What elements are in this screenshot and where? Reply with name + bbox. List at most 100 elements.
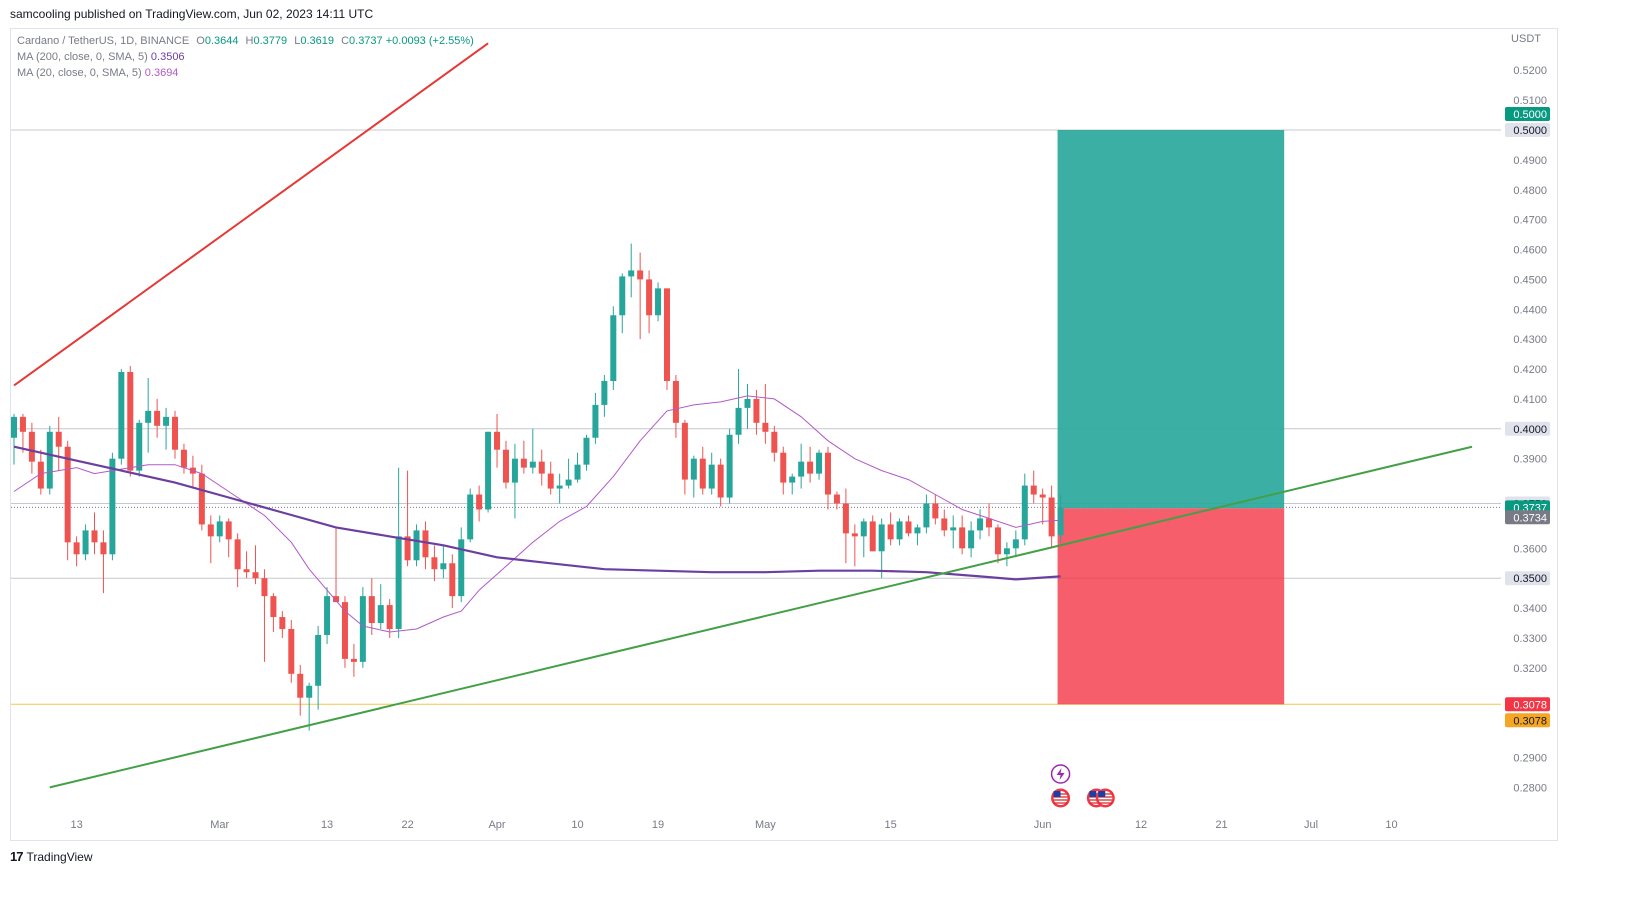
candle-body[interactable] [37, 461, 44, 489]
candle-body[interactable] [1057, 507, 1064, 536]
candle-body[interactable] [592, 404, 599, 438]
candle-body[interactable] [538, 461, 545, 474]
candle-body[interactable] [46, 431, 53, 489]
candle-body[interactable] [646, 279, 653, 316]
candle-body[interactable] [690, 458, 697, 480]
candle-body[interactable] [628, 270, 635, 277]
candle-body[interactable] [297, 673, 304, 698]
ma20-line[interactable] [13, 395, 1061, 633]
chart-frame[interactable] [10, 28, 1558, 841]
candle-body[interactable] [458, 539, 465, 597]
candle-body[interactable] [377, 605, 384, 624]
candle-body[interactable] [502, 449, 509, 483]
candle-body[interactable] [610, 315, 617, 381]
candle-body[interactable] [252, 572, 259, 579]
candle-body[interactable] [753, 398, 760, 423]
candle-body[interactable] [449, 563, 456, 597]
position-stop-zone[interactable] [1057, 508, 1285, 705]
tradingview-logo[interactable]: 17 TradingView [10, 849, 93, 864]
candle-body[interactable] [699, 458, 706, 489]
candle-body[interactable] [100, 542, 107, 555]
candle-body[interactable] [726, 434, 733, 498]
candle-body[interactable] [288, 628, 295, 674]
candle-body[interactable] [798, 461, 805, 477]
candle-body[interactable] [404, 536, 411, 561]
candle-body[interactable] [467, 494, 474, 540]
candle-body[interactable] [440, 563, 447, 570]
candle-body[interactable] [896, 521, 903, 540]
candle-body[interactable] [655, 288, 662, 316]
candle-body[interactable] [341, 602, 348, 659]
candle-body[interactable] [485, 431, 492, 510]
candle-body[interactable] [851, 533, 858, 537]
candle-body[interactable] [180, 449, 187, 468]
candle-body[interactable] [1048, 497, 1055, 537]
candle-body[interactable] [932, 503, 939, 519]
candle-body[interactable] [520, 458, 527, 468]
candle-body[interactable] [1030, 485, 1037, 495]
candle-body[interactable] [547, 473, 554, 489]
candle-body[interactable] [807, 461, 814, 474]
ma200-legend-row[interactable]: MA (200, close, 0, SMA, 5) 0.3506 [17, 49, 474, 65]
candle-body[interactable] [279, 617, 286, 629]
candle-body[interactable] [833, 494, 840, 504]
candle-body[interactable] [986, 518, 993, 528]
candle-body[interactable] [395, 536, 402, 629]
candle-body[interactable] [154, 410, 161, 426]
candle-body[interactable] [869, 521, 876, 552]
candle-body[interactable] [216, 521, 223, 537]
candle-body[interactable] [64, 446, 71, 543]
candle-body[interactable] [198, 473, 205, 525]
candle-body[interactable] [127, 372, 134, 471]
candle-body[interactable] [887, 524, 894, 540]
candle-body[interactable] [413, 530, 420, 561]
candle-body[interactable] [172, 416, 179, 450]
candle-body[interactable] [994, 527, 1001, 555]
candle-body[interactable] [1012, 539, 1019, 549]
candle-body[interactable] [109, 458, 116, 555]
candle-body[interactable] [619, 276, 626, 316]
position-target-zone[interactable] [1057, 130, 1285, 509]
candle-body[interactable] [717, 464, 724, 498]
candle-body[interactable] [359, 596, 366, 662]
candle-body[interactable] [431, 557, 438, 570]
candle-body[interactable] [789, 476, 796, 483]
candle-body[interactable] [1039, 494, 1046, 498]
candle-body[interactable] [494, 431, 501, 450]
candle-body[interactable] [243, 569, 250, 573]
candle-body[interactable] [163, 416, 170, 426]
candle-body[interactable] [529, 461, 536, 468]
candle-body[interactable] [11, 416, 17, 438]
candle-body[interactable] [556, 485, 563, 489]
candle-body[interactable] [28, 431, 35, 462]
candle-body[interactable] [476, 494, 483, 510]
candle-body[interactable] [511, 458, 518, 483]
ma20-legend-row[interactable]: MA (20, close, 0, SMA, 5) 0.3694 [17, 65, 474, 81]
candle-body[interactable] [824, 452, 831, 495]
candle-body[interactable] [225, 521, 232, 540]
candle-body[interactable] [324, 596, 331, 635]
ma200-line[interactable] [13, 445, 1061, 581]
candle-body[interactable] [923, 503, 930, 528]
candle-body[interactable] [207, 524, 214, 537]
candle-body[interactable] [82, 530, 89, 555]
candle-body[interactable] [145, 410, 152, 423]
candle-body[interactable] [771, 431, 778, 453]
candle-body[interactable] [306, 685, 313, 698]
candle-body[interactable] [565, 479, 572, 486]
candle-body[interactable] [136, 422, 143, 471]
us-flag-icon[interactable] [1051, 788, 1071, 808]
candle-body[interactable] [744, 398, 751, 408]
candle-body[interactable] [234, 539, 241, 570]
candle-body[interactable] [91, 530, 98, 543]
lightning-icon[interactable] [1050, 764, 1071, 784]
candle-body[interactable] [1021, 485, 1028, 540]
candle-body[interactable] [270, 596, 277, 618]
candle-body[interactable] [672, 380, 679, 423]
trend-line[interactable] [13, 42, 489, 387]
candle-body[interactable] [735, 407, 742, 435]
candle-body[interactable] [350, 658, 357, 662]
candle-body[interactable] [959, 527, 966, 549]
candle-body[interactable] [601, 380, 608, 405]
